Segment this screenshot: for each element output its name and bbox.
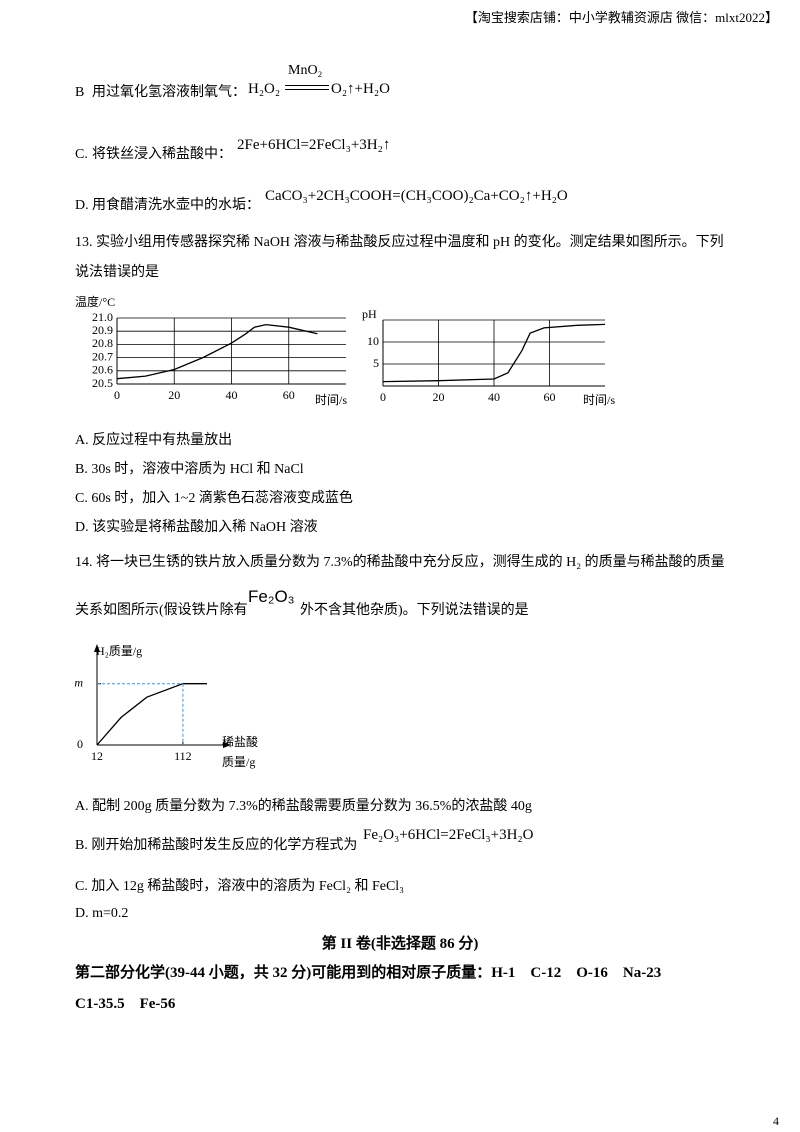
x-tick-label: 60: [544, 390, 556, 404]
y-tick-label: 20.6: [92, 363, 113, 377]
equation: CaCO₃+2CH₃COOH=(CH₃COO)₂Ca+CO₂↑+H₂O: [265, 188, 568, 204]
option: B. 30s 时，溶液中溶质为 HCl 和 NaCl: [75, 462, 304, 477]
x-tick-label: 112: [174, 749, 192, 763]
y-tick-label: 21.0: [92, 310, 113, 324]
option: C. 60s 时，加入 1~2 滴紫色石蕊溶液变成蓝色: [75, 491, 353, 506]
condition: MnO₂: [288, 63, 323, 78]
equation: Fe₂O₃+6HCl=2FeCl₃+3H₂O: [363, 827, 534, 843]
x-tick-label: 12: [91, 749, 103, 763]
y-axis-label: H₂质量/g: [96, 644, 142, 658]
x-axis-label: 时间/s: [315, 393, 347, 407]
option: A. 反应过程中有热量放出: [75, 433, 233, 448]
y-tick-label: 0: [77, 737, 83, 751]
section-line: 第二部分化学(39-44 小题，共 32 分)可能用到的相对原子质量：H-1 C…: [75, 965, 662, 981]
y-tick-label: 5: [373, 356, 379, 370]
y-tick-label: 10: [367, 334, 379, 348]
curve: [382, 323, 606, 383]
x-axis-label: 稀盐酸: [222, 734, 258, 749]
y-axis-label: pH: [362, 307, 377, 321]
x-tick-label: 40: [488, 390, 500, 404]
x-tick-label: 0: [380, 390, 386, 404]
option-text: 用过氧化氢溶液制氧气：: [92, 85, 246, 100]
question-stem: 外不含其他杂质)。下列说法错误的是: [300, 603, 529, 618]
option: C. 加入 12g 稀盐酸时，溶液中的溶质为 FeCl₂ 和 FeCl₃: [75, 879, 405, 894]
question-stem: 13. 实验小组用传感器探究稀 NaOH 溶液与稀盐酸反应过程中温度和 pH 的…: [75, 235, 724, 250]
option: D. m=0.2: [75, 906, 129, 921]
option: B. 刚开始加稀盐酸时发生反应的化学方程式为: [75, 838, 358, 853]
option-text: 将铁丝浸入稀盐酸中：: [92, 147, 232, 162]
option-text: 用食醋清洗水壶中的水垢：: [92, 198, 260, 213]
header: 【淘宝搜索店铺：中小学教辅资源店 微信：mlxt2022】: [464, 10, 778, 25]
section-title: 第 II 卷(非选择题 86 分): [321, 936, 479, 952]
curve: [96, 683, 207, 746]
y-axis-label: 温度/°C: [75, 294, 115, 309]
x-tick-label: 60: [283, 388, 295, 402]
x-tick-label: 20: [168, 388, 180, 402]
x-axis-label: 时间/s: [583, 393, 615, 407]
y-tick-label: m: [74, 675, 83, 689]
x-tick-label: 40: [226, 388, 238, 402]
question-stem: 关系如图所示(假设铁片除有: [75, 603, 248, 618]
question-stem: 14. 将一块已生锈的铁片放入质量分数为 7.3%的稀盐酸中充分反应，测得生成的…: [75, 555, 725, 570]
option: D. 该实验是将稀盐酸加入稀 NaOH 溶液: [75, 520, 318, 535]
y-tick-label: 20.8: [92, 336, 113, 350]
x-axis-label: 质量/g: [222, 755, 255, 769]
question-stem: 说法错误的是: [75, 265, 159, 280]
x-tick-label: 20: [433, 390, 445, 404]
equation: O₂↑+H₂O: [331, 81, 390, 97]
curve: [116, 323, 318, 380]
y-tick-label: 20.7: [92, 349, 113, 363]
x-tick-label: 0: [114, 388, 120, 402]
arrow: [223, 742, 231, 748]
equation: 2Fe+6HCl=2FeCl₃+3H₂↑: [237, 137, 391, 153]
y-tick-label: 20.5: [92, 376, 113, 390]
option: A. 配制 200g 质量分数为 7.3%的稀盐酸需要质量分数为 36.5%的浓…: [75, 799, 532, 814]
option-label: D.: [75, 198, 89, 213]
reaction-sign: [285, 85, 329, 90]
option-label: C.: [75, 147, 88, 162]
equation: H₂O₂: [248, 81, 281, 97]
formula: Fe₂O₃: [248, 587, 295, 606]
y-tick-label: 20.9: [92, 323, 113, 337]
option-label: B: [75, 85, 85, 100]
section-line: C1-35.5 Fe-56: [75, 996, 176, 1012]
page-number: 4: [773, 1114, 779, 1128]
arrow: [94, 644, 100, 652]
